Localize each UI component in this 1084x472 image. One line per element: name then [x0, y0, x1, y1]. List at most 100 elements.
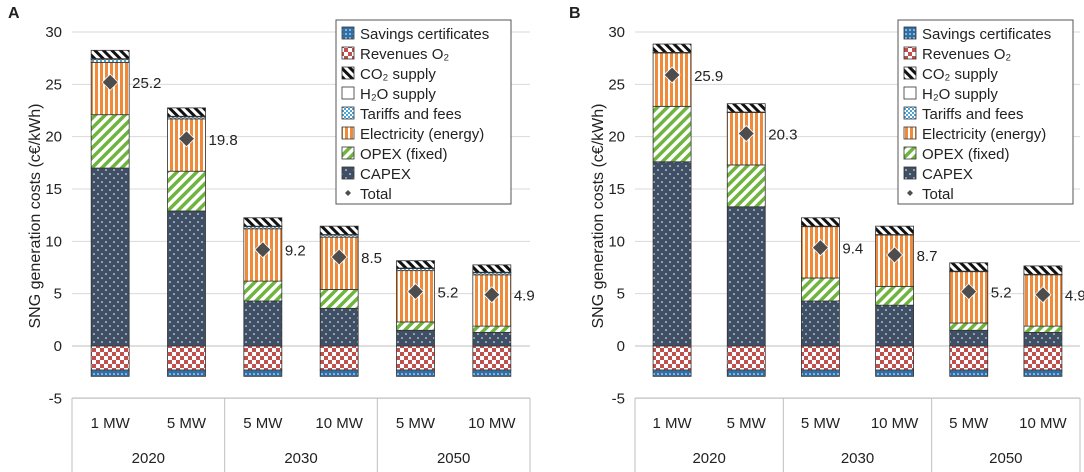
total-marker: [811, 239, 829, 257]
legend-swatch-co2: [903, 66, 917, 80]
legend-label: CO₂ supply: [360, 66, 436, 83]
total-label: 9.4: [842, 241, 863, 258]
x-category-label: 10 MW: [468, 415, 516, 432]
bar-segment-opex: [472, 325, 512, 333]
legend-swatch-opex: [903, 146, 917, 160]
x-category-label: 10 MW: [1019, 415, 1067, 432]
bar-segment-savings: [801, 369, 840, 377]
total-label: 4.9: [514, 288, 535, 305]
bar-segment-opex: [652, 105, 692, 163]
total-marker: [483, 286, 501, 304]
bar-segment-capex: [726, 206, 766, 347]
panel-a-bars: 25.2 19.8 9.2 8.5 5.2 4.9: [90, 49, 535, 377]
y-tick-label: 15: [45, 181, 62, 198]
bar-segment-opex: [726, 164, 766, 208]
legend-swatch-h2o: [341, 86, 355, 100]
total-label: 19.8: [209, 132, 238, 149]
legend-label: OPEX (fixed): [360, 146, 448, 163]
legend-label: H₂O supply: [360, 86, 436, 103]
bar-segment-savings: [167, 369, 206, 377]
bar-segment-revenues: [652, 345, 692, 371]
legend-swatch-capex: [903, 166, 917, 180]
legend-label: Tariffs and fees: [360, 106, 461, 123]
bar-segment-revenues: [801, 345, 840, 371]
legend-label: Electricity (energy): [360, 126, 484, 143]
bar-segment-capex: [396, 329, 435, 347]
bar-segment-capex: [167, 210, 206, 347]
legend-label: OPEX (fixed): [922, 146, 1010, 163]
panel-a-y-axis: -5 0 5 10 15 20 25 30: [45, 24, 530, 407]
bar-segment-savings: [1023, 369, 1063, 377]
bar-segment-co2: [90, 49, 130, 60]
x-group-label: 2050: [989, 450, 1022, 467]
legend-label: Savings certificates: [360, 26, 489, 43]
bar-segment-capex: [472, 331, 512, 347]
x-category-label: 10 MW: [871, 415, 919, 432]
bar-segment-revenues: [319, 345, 359, 371]
total-marker: [1034, 286, 1052, 304]
bar-segment-opex: [90, 114, 130, 169]
y-tick-label: -5: [612, 390, 625, 407]
total-marker: [960, 283, 978, 301]
bar-segment-opex: [319, 289, 359, 309]
total-label: 9.2: [285, 243, 306, 260]
total-label: 25.9: [694, 68, 723, 85]
legend-swatch-total: [907, 190, 913, 196]
x-category-label: 5 MW: [949, 415, 989, 432]
bar-segment-capex: [875, 304, 914, 347]
bar-segment-savings: [319, 369, 359, 377]
x-category-label: 5 MW: [396, 415, 436, 432]
bar-segment-opex: [243, 280, 283, 302]
legend-label: CAPEX: [360, 166, 411, 183]
bar-segment-revenues: [396, 345, 435, 371]
bar-segment-savings: [396, 369, 435, 377]
x-category-label: 1 MW: [652, 415, 692, 432]
bar-segment-savings: [243, 369, 283, 377]
total-label: 4.9: [1065, 288, 1084, 305]
bar-segment-revenues: [875, 345, 914, 371]
legend-swatch-co2: [341, 66, 355, 80]
panel-b-ylabel: SNG generation costs (c€/kWh): [590, 104, 607, 329]
legend-swatch-h2o: [903, 86, 917, 100]
total-label: 5.2: [438, 285, 459, 302]
bar-segment-co2: [801, 217, 840, 227]
bar-segment-savings: [90, 369, 130, 377]
y-tick-label: 20: [45, 129, 62, 146]
total-label: 20.3: [768, 127, 797, 144]
panel-b-legend: Savings certificates Revenues O₂ CO₂ suppl…: [897, 19, 1074, 205]
total-label: 8.7: [917, 248, 938, 265]
bar-segment-tariffs: [90, 58, 130, 63]
legend-swatch-savings: [341, 26, 355, 40]
bar-segment-capex: [243, 300, 283, 347]
panel-a-legend: Savings certificates Revenues O₂ CO₂ suppl…: [335, 19, 512, 205]
bar-segment-co2: [726, 103, 766, 113]
x-category-label: 5 MW: [801, 415, 841, 432]
legend-swatch-savings: [903, 26, 917, 40]
panel-a-legend-box: [335, 19, 512, 205]
total-marker: [330, 248, 348, 266]
bar-segment-savings: [949, 369, 989, 377]
x-group-label: 2050: [437, 450, 470, 467]
panel-b-letter: B: [569, 5, 581, 22]
total-marker: [254, 241, 272, 259]
bar-segment-revenues: [726, 345, 766, 371]
total-marker: [406, 283, 425, 301]
bar-segment-co2: [472, 264, 512, 273]
x-group-label: 2020: [132, 450, 165, 467]
bar-segment-opex: [949, 322, 989, 331]
bar-segment-co2: [167, 107, 206, 117]
total-marker: [886, 246, 904, 264]
panel-a: A SNG generation costs (c€/kWh) -5 0 5 10 15…: [8, 5, 535, 472]
x-group-label: 2030: [841, 450, 874, 467]
legend-label: CAPEX: [922, 166, 973, 183]
total-marker: [663, 66, 681, 84]
legend-label: Total: [360, 186, 392, 203]
bar-segment-revenues: [243, 345, 283, 371]
bar-segment-savings: [875, 369, 914, 377]
legend-swatch-capex: [341, 166, 355, 180]
bar-segment-co2: [875, 225, 914, 235]
bar-segment-revenues: [949, 345, 989, 371]
legend-swatch-electricity: [903, 126, 917, 140]
legend-label: CO₂ supply: [922, 66, 998, 83]
